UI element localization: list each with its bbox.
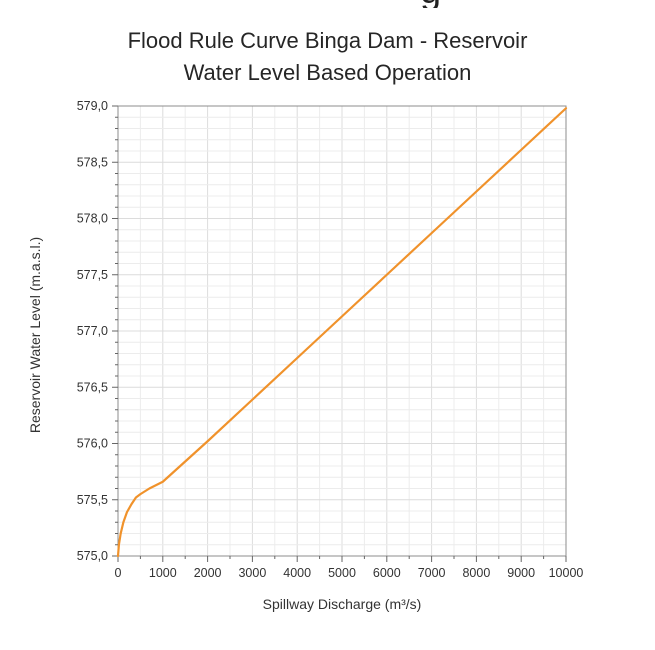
x-tick-label: 6000 [373,566,401,580]
y-tick-label: 578,5 [77,155,108,169]
x-tick-label: 9000 [507,566,535,580]
y-tick-label: 575,0 [77,549,108,563]
x-tick-label: 3000 [238,566,266,580]
y-axis-label: Reservoir Water Level (m.a.s.l.) [27,237,43,433]
y-tick-label: 578,0 [77,212,108,226]
x-tick-label: 1000 [149,566,177,580]
cropped-header-text: g [0,0,655,8]
chart-title-line-1: Flood Rule Curve Binga Dam - Reservoir [127,28,528,53]
grid-lines [117,105,567,557]
x-tick-label: 10000 [549,566,584,580]
series-group [116,107,568,558]
y-tick-label: 579,0 [77,99,108,113]
y-tick-label: 577,0 [77,324,108,338]
series-line-flood-rule-curve [116,107,568,558]
x-tick-label: 4000 [283,566,311,580]
chart-title-line-2: Water Level Based Operation [183,60,472,85]
y-tick-label: 577,5 [77,268,108,282]
y-tick-label: 576,5 [77,380,108,394]
cropped-header-glyph: g [420,0,441,8]
x-tick-label: 8000 [462,566,490,580]
y-tick-label: 575,5 [77,493,108,507]
x-tick-label: 7000 [418,566,446,580]
axis-ticks: 0 1000 2000 3000 4000 5000 6000 7000 8000 9000 100… [77,99,584,580]
y-tick-label: 576,0 [77,437,108,451]
x-tick-label: 5000 [328,566,356,580]
x-axis-label: Spillway Discharge (m³/s) [263,596,422,612]
x-tick-label: 2000 [194,566,222,580]
x-tick-label: 0 [115,566,122,580]
